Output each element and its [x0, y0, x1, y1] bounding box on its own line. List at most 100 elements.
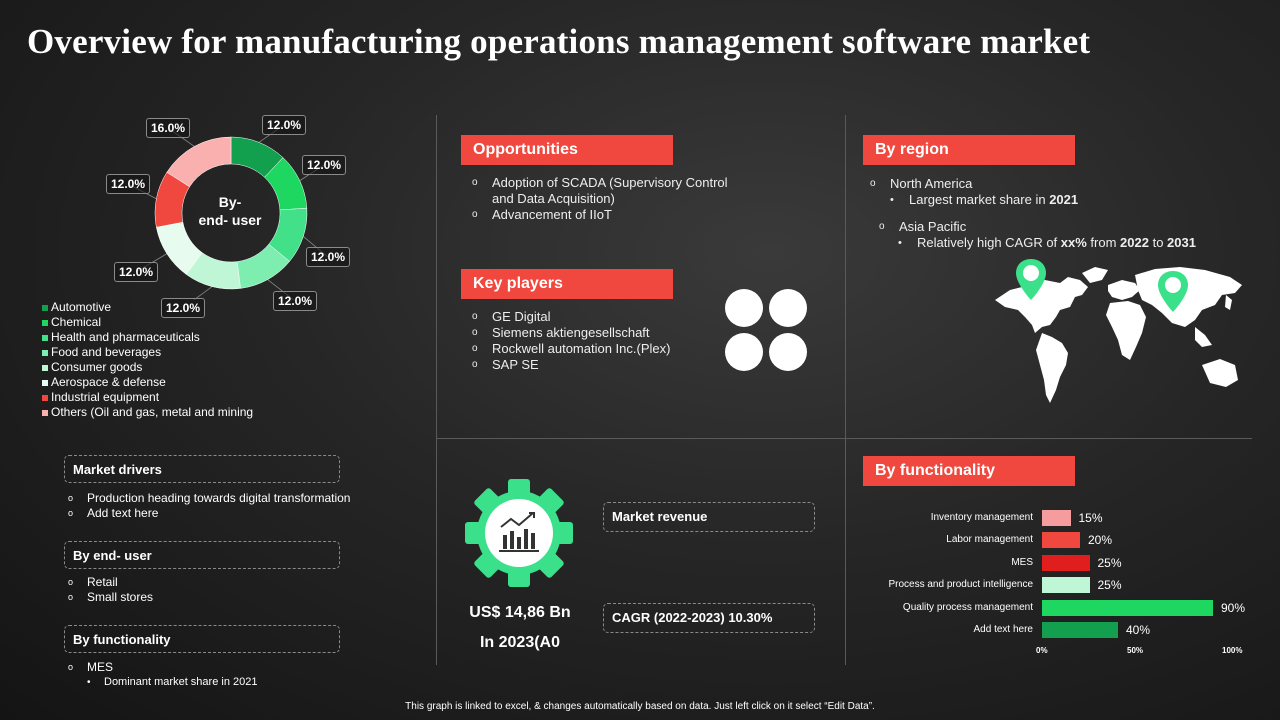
by-region-header: By region: [863, 135, 1075, 165]
page-title: Overview for manufacturing operations ma…: [27, 22, 1091, 61]
bar-category-label: Add text here: [973, 624, 1033, 635]
legend-swatch: [42, 409, 48, 416]
legend-swatch: [42, 334, 48, 341]
cagr-box: CAGR (2022-2023) 10.30%: [603, 603, 815, 633]
list-item: o Retail: [68, 575, 118, 589]
by-functionality-list: o MES • Dominant market share in 2021: [68, 660, 257, 690]
by-functionality-box: By functionality: [64, 625, 340, 653]
bar-category-label: Labor management: [946, 534, 1033, 546]
donut-slice: [166, 136, 232, 188]
bar: [1042, 577, 1090, 594]
bullet-marker: •: [87, 677, 91, 688]
bar-value-label: 40%: [1126, 623, 1151, 637]
list-subitem: • Relatively high CAGR of xx% from 2022 t…: [898, 235, 1196, 250]
bar: [1042, 622, 1118, 638]
donut-center-line1: By-: [218, 194, 242, 210]
legend-label: Industrial equipment: [51, 390, 160, 404]
bar: [1042, 554, 1090, 571]
bar: [1042, 532, 1080, 549]
bullet-marker: o: [472, 177, 478, 188]
legend-label: Others (Oil and gas, metal and mining: [51, 405, 254, 419]
list-item: o North America: [870, 176, 973, 191]
bar-value-label: 20%: [1088, 533, 1113, 548]
by-functionality-header: By functionality: [863, 456, 1075, 486]
by-region-list: o North America • Largest market share in …: [870, 176, 1196, 251]
list-item: o SAP SE: [472, 357, 539, 372]
bullet-marker: •: [898, 237, 902, 249]
logo-placeholder: [725, 289, 763, 327]
bar-value-label: 90%: [1221, 600, 1246, 615]
list-item: o Advancement of IIoT: [472, 207, 612, 222]
bullet-marker: o: [870, 178, 876, 189]
bullet-marker: o: [472, 359, 478, 370]
list-item: o Production heading towards digital tran…: [68, 491, 351, 505]
footer-note: This graph is linked to excel, & changes…: [405, 701, 875, 712]
market-drivers-box: Market drivers: [64, 455, 340, 483]
list-item: o Add text here: [68, 506, 159, 520]
legend-label: Aerospace & defense: [51, 375, 166, 389]
bar-value-label: 15%: [1078, 511, 1103, 525]
bullet-marker: o: [472, 327, 478, 338]
legend-swatch: [42, 304, 48, 311]
bullet-marker: o: [68, 508, 74, 518]
by-end-user-box: By end- user: [64, 541, 340, 569]
market-revenue-box: Market revenue: [603, 502, 815, 532]
bar-category-label: Quality process management: [902, 601, 1033, 613]
list-item: o Siemens aktiengesellschaft: [472, 325, 650, 340]
logo-placeholder: [769, 289, 807, 327]
legend-item: Chemical: [42, 315, 253, 330]
opportunities-list: o Adoption of SCADA (Supervisory Control a…: [472, 175, 728, 223]
bar: [1042, 599, 1213, 616]
bullet-marker: o: [68, 577, 74, 587]
legend-swatch: [42, 394, 48, 401]
legend-swatch: [42, 319, 48, 326]
logo-placeholder: [769, 333, 807, 371]
donut-data-label: 12.0%: [114, 262, 159, 282]
legend-item: Health and pharmaceuticals: [42, 330, 253, 345]
x-tick-label: 100%: [1222, 646, 1243, 656]
divider: [436, 115, 437, 665]
legend-item: Others (Oil and gas, metal and mining: [42, 405, 253, 420]
bullet-marker: o: [472, 209, 478, 220]
bullet-marker: o: [472, 311, 478, 322]
bar-value-label: 25%: [1097, 555, 1122, 570]
donut-center-label: By- end- user: [190, 193, 270, 229]
divider: [845, 115, 846, 665]
donut-data-label: 16.0%: [146, 118, 191, 138]
donut-chart: [127, 124, 329, 300]
bar-category-label: MES: [1011, 556, 1033, 568]
key-players-header: Key players: [461, 269, 673, 299]
list-item: o Adoption of SCADA (Supervisory Control a…: [472, 175, 728, 206]
legend-label: Food and beverages: [51, 345, 162, 359]
legend-label: Automotive: [51, 300, 112, 314]
bar-value-label: 25%: [1097, 578, 1122, 593]
legend-swatch: [42, 349, 48, 356]
legend-swatch: [42, 379, 48, 386]
bar-category-label: Process and product intelligence: [888, 579, 1033, 591]
legend-item: Automotive: [42, 300, 253, 315]
x-tick-label: 0%: [1036, 646, 1048, 656]
donut-data-label: 12.0%: [106, 174, 151, 194]
list-item: o Asia Pacific: [879, 219, 967, 234]
donut-data-label: 12.0%: [262, 115, 307, 135]
donut-data-label: 12.0%: [306, 247, 351, 267]
list-subitem: • Dominant market share in 2021: [87, 676, 258, 688]
legend-item: Consumer goods: [42, 360, 253, 375]
bar-category-label: Inventory management: [930, 512, 1033, 523]
bullet-marker: o: [68, 493, 74, 503]
opportunities-header: Opportunities: [461, 135, 673, 165]
donut-legend: Automotive Chemical Health and pharmaceuti…: [42, 300, 253, 420]
list-item: o Small stores: [68, 590, 154, 604]
legend-item: Aerospace & defense: [42, 375, 253, 390]
bullet-marker: o: [68, 592, 74, 602]
x-tick-label: 50%: [1127, 646, 1144, 656]
legend-label: Chemical: [51, 315, 102, 329]
divider: [436, 438, 1252, 439]
bullet-marker: o: [472, 343, 478, 354]
donut-data-label: 12.0%: [161, 298, 206, 318]
legend-label: Consumer goods: [51, 360, 143, 374]
list-item: o MES: [68, 660, 114, 674]
list-subitem: • Largest market share in 2021: [890, 192, 1079, 207]
leader-line: [193, 286, 213, 300]
legend-label: Health and pharmaceuticals: [51, 330, 200, 344]
